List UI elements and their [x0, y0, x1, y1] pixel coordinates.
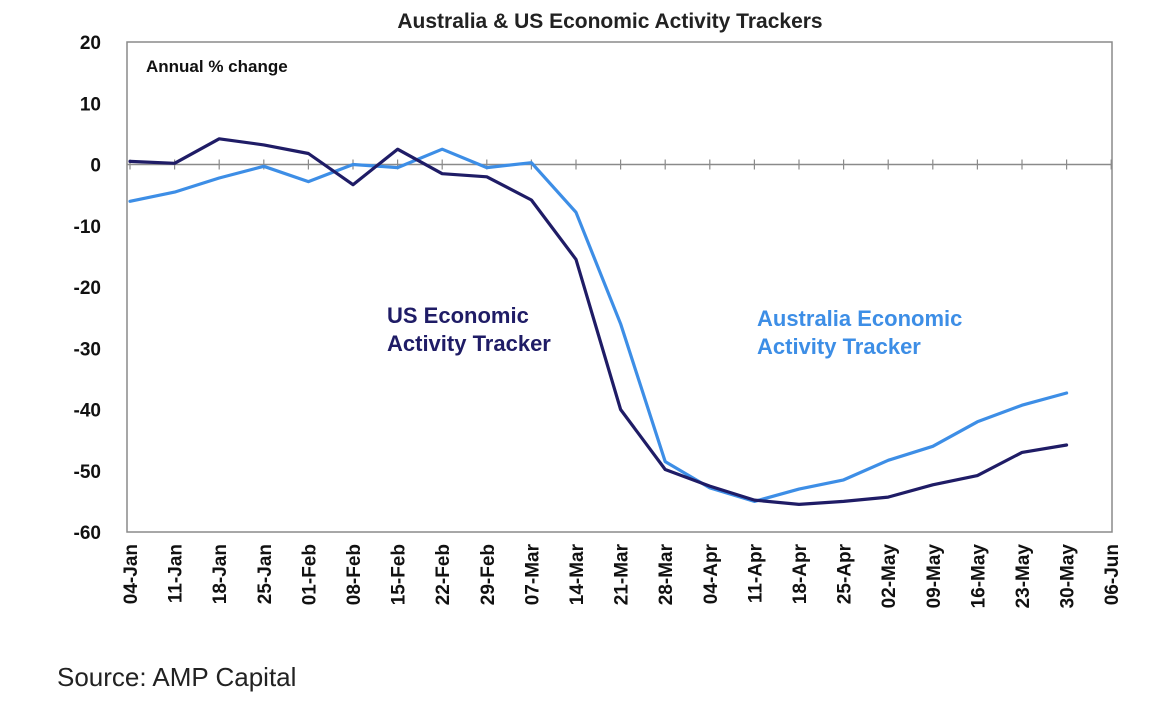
y-tick-label: 0	[90, 156, 101, 177]
y-tick-label: -30	[74, 339, 101, 360]
chart-title: Australia & US Economic Activity Tracker…	[397, 10, 822, 33]
source-note: Source: AMP Capital	[57, 662, 297, 692]
y-tick-label: -10	[74, 217, 101, 238]
x-tick-label: 30-May	[1058, 544, 1079, 609]
x-tick-label: 06-Jun	[1102, 544, 1123, 605]
x-tick-label: 23-May	[1013, 544, 1034, 609]
x-tick-label: 25-Apr	[835, 543, 856, 604]
x-tick-label: 07-Mar	[522, 543, 543, 605]
y-tick-label: -50	[74, 462, 101, 483]
plot-frame	[126, 41, 1113, 533]
y-tick-label: -40	[74, 401, 101, 422]
y-tick-label: -20	[74, 278, 101, 299]
x-tick-label: 04-Apr	[701, 543, 722, 604]
x-tick-label: 18-Apr	[790, 543, 811, 604]
x-tick-label: 25-Jan	[255, 544, 276, 604]
x-tick-label: 29-Feb	[478, 544, 499, 605]
x-tick-label: 22-Feb	[433, 544, 454, 605]
series-annotation: Australia Economic	[757, 306, 962, 331]
x-tick-label: 02-May	[879, 544, 900, 609]
x-tick-label: 15-Feb	[389, 544, 410, 605]
y-axis-label: Annual % change	[146, 57, 288, 76]
x-tick-label: 01-Feb	[299, 544, 320, 605]
series-line-us	[128, 137, 1069, 506]
x-tick-label: 21-Mar	[612, 543, 633, 605]
x-tick-label: 09-May	[924, 544, 945, 609]
y-tick-label: 10	[80, 94, 101, 115]
x-tick-label: 08-Feb	[344, 544, 365, 605]
y-tick-label: -60	[74, 523, 101, 544]
series-annotation: Activity Tracker	[757, 334, 921, 359]
x-tick-label: 18-Jan	[210, 544, 231, 604]
x-tick-label: 14-Mar	[567, 543, 588, 605]
y-tick-label: 20	[80, 33, 101, 54]
x-tick-label: 28-Mar	[656, 543, 677, 605]
series-line-australia	[128, 147, 1069, 503]
x-tick-label: 11-Jan	[166, 544, 187, 603]
series-annotation: US Economic	[387, 303, 529, 328]
series-annotation: Activity Tracker	[387, 331, 551, 356]
x-tick-label: 04-Jan	[121, 544, 142, 604]
x-tick-label: 11-Apr	[745, 543, 766, 603]
x-tick-label: 16-May	[968, 544, 989, 609]
